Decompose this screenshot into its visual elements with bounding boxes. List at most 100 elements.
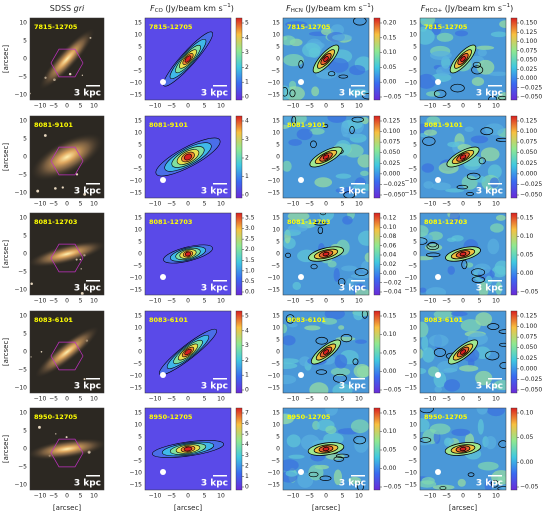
colorbar-tick-label: 0.06: [383, 242, 397, 249]
colorbar-tick-label: 0.050: [520, 149, 537, 156]
noise-contour: [315, 336, 328, 345]
star: [36, 189, 40, 193]
colorbar-tick-label: 0.10: [383, 331, 397, 338]
star: [43, 134, 47, 137]
noise: [485, 435, 497, 450]
y-tick-label: 5: [413, 434, 417, 441]
noise-contour: [485, 350, 500, 361]
noise: [334, 354, 348, 369]
colorbar-tick-label: −0.05: [383, 484, 402, 491]
noise: [457, 478, 466, 487]
colorbar-tick-label: 0.100: [520, 38, 537, 45]
scale-label: 3 kpc: [339, 187, 366, 197]
y-tick-label: 5: [138, 337, 142, 344]
beam: [160, 372, 166, 378]
noise: [454, 30, 469, 37]
y-tick-label: −10: [14, 287, 27, 294]
colorbar: [235, 310, 243, 394]
colorbar: [510, 407, 518, 491]
column-title: FHCN (Jy/beam km s−1): [286, 3, 374, 14]
colorbar-tick-label: 3: [245, 136, 249, 143]
noise: [340, 120, 349, 137]
colorbar-tick-label: −0.050: [520, 94, 542, 101]
noise: [433, 311, 453, 319]
beam: [435, 274, 441, 280]
noise: [304, 325, 321, 331]
noise: [285, 470, 298, 477]
colorbar: [235, 212, 243, 296]
beam: [435, 372, 441, 378]
emission-level: [322, 251, 330, 257]
noise: [477, 461, 499, 471]
y-tick-label: 10: [19, 313, 27, 320]
y-tick-label: −10: [404, 80, 417, 87]
galaxy-id: 7815-12705: [149, 23, 193, 31]
y-tick-label: −15: [129, 92, 142, 99]
x-tick-label: 5: [79, 493, 83, 500]
noise: [465, 262, 474, 268]
beam: [298, 79, 304, 85]
galaxy-id: 8081-12703: [149, 218, 192, 226]
x-tick-label: −10: [287, 298, 300, 305]
x-tick-label: −10: [424, 298, 437, 305]
x-tick-label: 5: [341, 103, 345, 110]
noise-contour: [353, 435, 367, 445]
noise: [325, 425, 337, 435]
y-tick-label: 5: [138, 434, 142, 441]
beam: [160, 177, 166, 183]
noise: [353, 183, 369, 191]
scale-label: 3 kpc: [339, 89, 366, 99]
colorbar-tick-label: −0.02: [383, 279, 402, 286]
y-tick-label: 0: [413, 349, 417, 356]
noise: [458, 365, 479, 372]
noise: [491, 470, 506, 485]
emission-level: [459, 349, 467, 355]
noise: [353, 364, 369, 379]
x-tick-label: 0: [186, 493, 190, 500]
noise-contour: [283, 87, 289, 97]
x-tick-label: 5: [79, 103, 83, 110]
x-tick-label: −10: [34, 201, 47, 208]
colorbar-tick-label: 5: [245, 20, 249, 27]
y-tick-label: −10: [129, 80, 142, 87]
noise-contour: [343, 191, 356, 198]
noise-contour: [467, 472, 475, 477]
y-axis-label: [arcsec]: [2, 45, 10, 73]
noise: [330, 367, 351, 377]
y-tick-label: −10: [129, 373, 142, 380]
colorbar-tick-label: 0.075: [520, 334, 537, 341]
beam: [298, 177, 304, 183]
column-title: FHCO+ (Jy/beam km s−1): [421, 3, 514, 14]
noise: [429, 423, 451, 435]
y-tick-label: −15: [404, 287, 417, 294]
colorbar-tick-label: −0.050: [520, 387, 542, 394]
y-tick-label: −5: [271, 263, 280, 270]
emission-level: [459, 251, 467, 257]
galaxy-id: 7815-12705: [424, 23, 468, 31]
colorbar-tick-label: 0.000: [383, 170, 400, 177]
colorbar-tick-label: 0.05: [383, 350, 397, 357]
scale-bar: [488, 85, 502, 87]
noise: [422, 347, 435, 363]
noise: [477, 48, 487, 57]
colorbar-tick-label: 0: [245, 94, 249, 101]
y-tick-label: −10: [404, 373, 417, 380]
noise: [447, 265, 455, 275]
noise: [309, 127, 325, 135]
noise: [489, 177, 500, 189]
colorbar-tick-label: 2: [245, 155, 249, 162]
star: [40, 351, 43, 353]
y-tick-label: 15: [409, 313, 417, 320]
noise: [436, 66, 451, 76]
noise: [476, 59, 495, 75]
x-tick-label: 5: [203, 396, 207, 403]
noise: [333, 268, 340, 282]
galaxy-id: 8950-12705: [424, 413, 468, 421]
noise-contour: [498, 329, 506, 334]
noise: [420, 18, 427, 22]
x-tick-label: 5: [478, 201, 482, 208]
noise-contour: [478, 157, 486, 165]
title-sup: −1: [223, 3, 231, 9]
noise: [431, 22, 442, 36]
noise-contour: [499, 362, 506, 369]
